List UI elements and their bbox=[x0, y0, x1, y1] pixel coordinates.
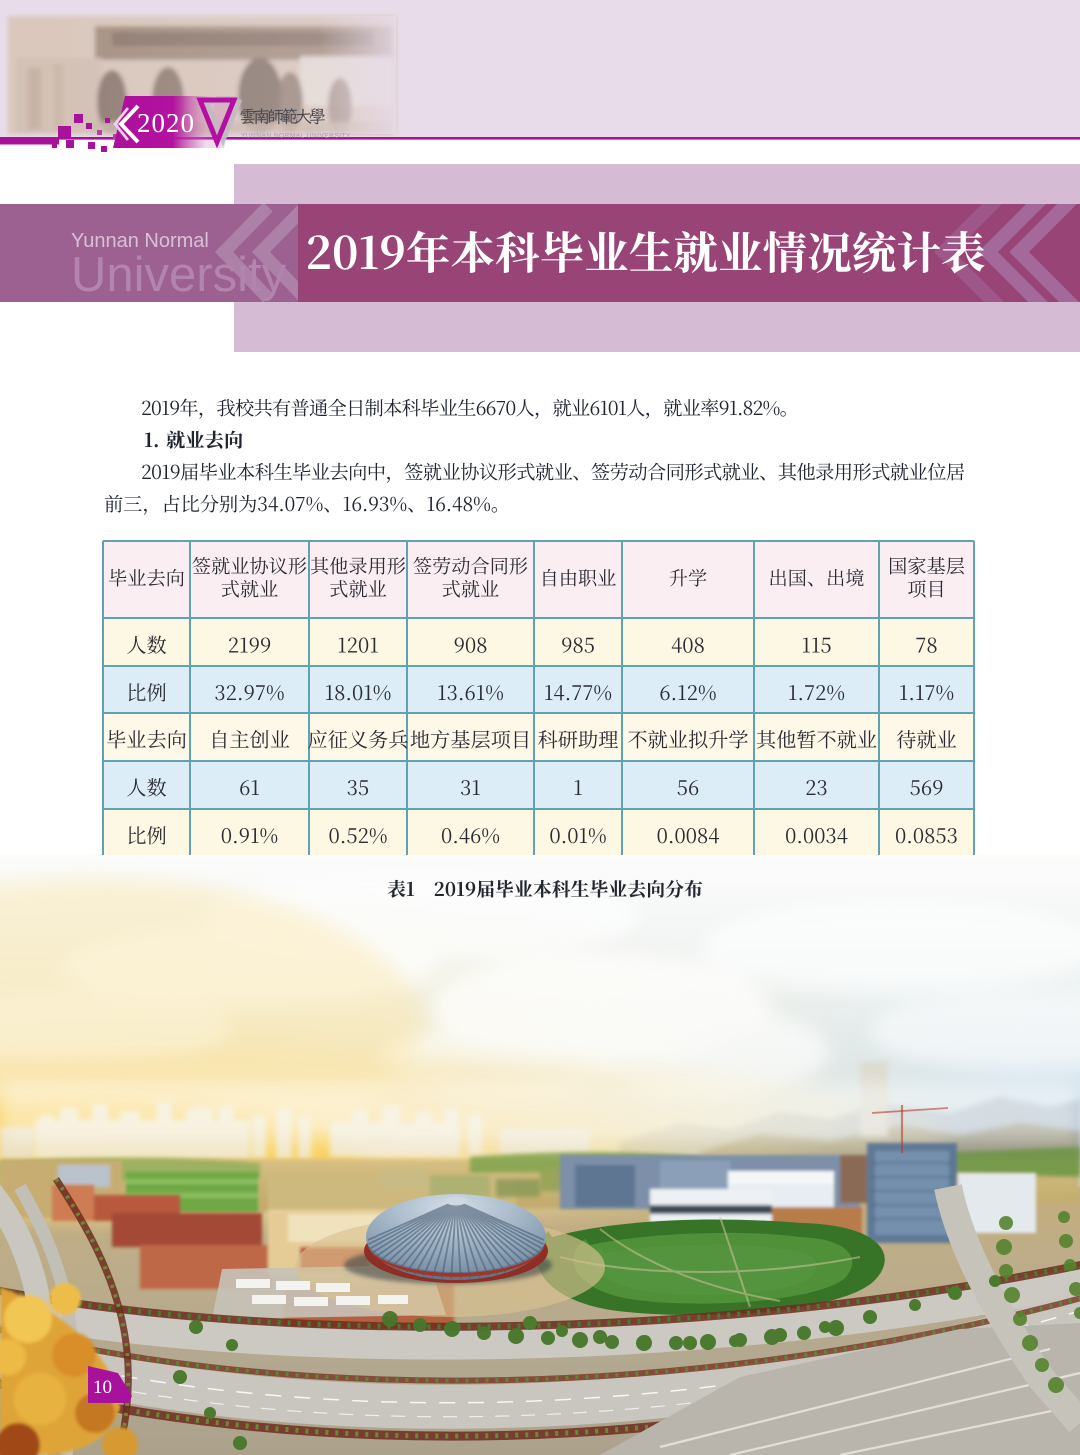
svg-text:Yunnan Normal: Yunnan Normal bbox=[71, 230, 209, 252]
svg-text:10: 10 bbox=[93, 1377, 112, 1398]
svg-text:YUNNAN NORMAL UNIVERSITY: YUNNAN NORMAL UNIVERSITY bbox=[241, 133, 351, 140]
svg-text:University: University bbox=[71, 248, 287, 302]
svg-text:2020: 2020 bbox=[137, 108, 195, 138]
